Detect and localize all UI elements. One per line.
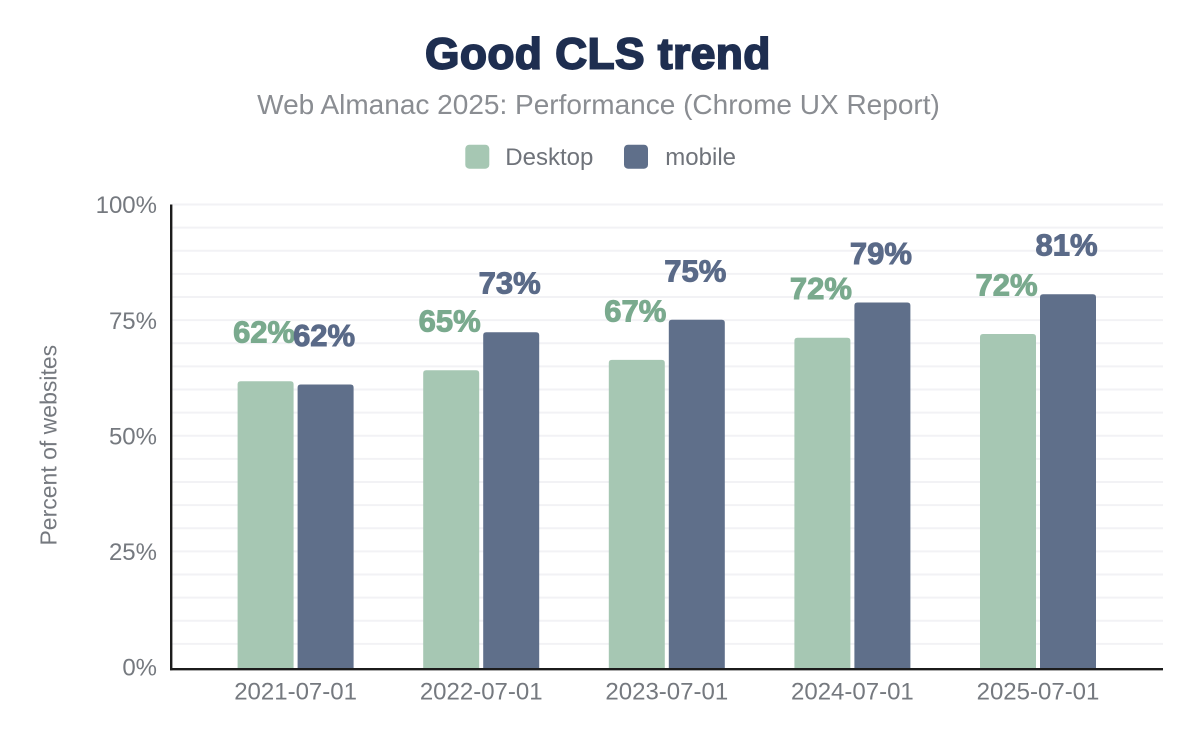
svg-text:75%: 75% bbox=[109, 308, 157, 335]
svg-text:62%: 62% bbox=[293, 318, 355, 353]
svg-text:81%: 81% bbox=[1035, 228, 1097, 263]
svg-text:2021-07-01: 2021-07-01 bbox=[234, 679, 357, 706]
svg-text:67%: 67% bbox=[604, 293, 666, 328]
svg-text:79%: 79% bbox=[850, 236, 912, 271]
svg-text:65%: 65% bbox=[419, 304, 481, 339]
svg-text:72%: 72% bbox=[790, 271, 852, 306]
svg-text:2024-07-01: 2024-07-01 bbox=[791, 679, 914, 706]
svg-text:Good CLS trend: Good CLS trend bbox=[425, 30, 771, 79]
svg-text:Percent of websites: Percent of websites bbox=[36, 345, 62, 546]
svg-text:0%: 0% bbox=[122, 655, 157, 682]
svg-text:100%: 100% bbox=[96, 192, 157, 219]
svg-text:Desktop: Desktop bbox=[505, 144, 593, 171]
svg-text:Web Almanac 2025: Performance: Web Almanac 2025: Performance (Chrome UX… bbox=[257, 89, 940, 120]
svg-text:mobile: mobile bbox=[665, 144, 736, 171]
svg-text:25%: 25% bbox=[109, 539, 157, 566]
svg-text:62%: 62% bbox=[233, 315, 295, 350]
svg-text:2025-07-01: 2025-07-01 bbox=[977, 679, 1100, 706]
svg-text:2022-07-01: 2022-07-01 bbox=[420, 679, 543, 706]
svg-text:73%: 73% bbox=[479, 266, 541, 301]
svg-text:72%: 72% bbox=[975, 268, 1037, 303]
svg-text:50%: 50% bbox=[109, 423, 157, 450]
svg-text:2023-07-01: 2023-07-01 bbox=[605, 679, 728, 706]
svg-text:75%: 75% bbox=[664, 253, 726, 288]
